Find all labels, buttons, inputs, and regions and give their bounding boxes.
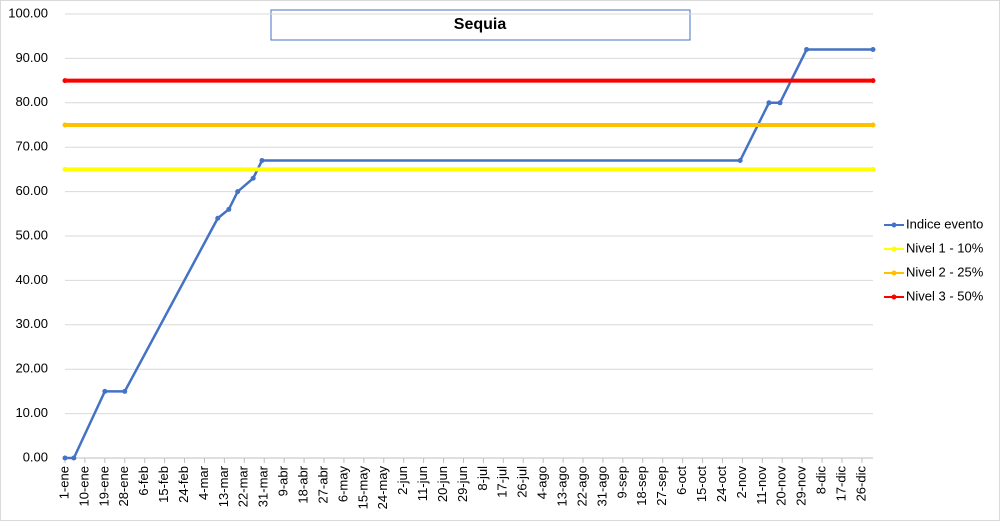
y-tick-label: 70.00 [15, 139, 48, 154]
y-tick-label: 20.00 [15, 361, 48, 376]
y-tick-label: 40.00 [15, 272, 48, 287]
x-tick-label: 18-abr [296, 465, 311, 503]
series-marker [71, 455, 77, 461]
x-tick-label: 24-may [375, 466, 390, 510]
x-tick-label: 29-jun [455, 466, 470, 502]
x-tick-label: 2-jun [395, 466, 410, 495]
series-marker [250, 175, 256, 181]
x-tick-label: 27-abr [315, 465, 330, 503]
x-tick-label: 20-jun [435, 466, 450, 502]
y-tick-label: 100.00 [8, 5, 48, 20]
x-tick-label: 4-ago [535, 466, 550, 499]
x-tick-label: 15-may [355, 466, 370, 510]
legend-marker [891, 270, 897, 276]
x-tick-label: 24-oct [714, 466, 729, 503]
x-tick-label: 26-dic [853, 466, 868, 502]
x-tick-label: 19-ene [96, 466, 111, 506]
legend-marker [891, 294, 897, 300]
y-tick-label: 10.00 [15, 405, 48, 420]
x-tick-label: 9-abr [276, 465, 291, 496]
x-tick-label: 17-jul [495, 466, 510, 498]
x-tick-label: 28-ene [116, 466, 131, 506]
legend-label: Nivel 3 - 50% [906, 288, 984, 303]
y-tick-label: 80.00 [15, 94, 48, 109]
x-tick-label: 15-oct [694, 466, 709, 503]
x-tick-label: 31-mar [256, 465, 271, 507]
series-marker [62, 455, 68, 461]
x-tick-label: 10-ene [76, 466, 91, 506]
y-tick-label: 0.00 [23, 449, 48, 464]
x-tick-label: 26-jul [515, 466, 530, 498]
x-tick-label: 27-sep [654, 466, 669, 506]
y-tick-label: 60.00 [15, 183, 48, 198]
series-marker [777, 100, 783, 106]
x-tick-label: 22-mar [236, 465, 251, 507]
series-marker [62, 166, 68, 172]
legend-marker [891, 222, 897, 228]
x-tick-label: 8-jul [475, 466, 490, 491]
series-marker [870, 78, 876, 84]
series-marker [235, 189, 241, 195]
legend-label: Indice evento [906, 216, 983, 231]
x-tick-label: 9-sep [614, 466, 629, 499]
x-tick-label: 29-nov [794, 466, 809, 506]
x-tick-label: 20-nov [774, 466, 789, 506]
x-tick-label: 2-nov [734, 466, 749, 499]
x-tick-label: 13-mar [216, 465, 231, 507]
series-marker [62, 78, 68, 84]
series-marker [122, 388, 128, 394]
y-tick-label: 30.00 [15, 316, 48, 331]
chart-title: Sequia [454, 16, 507, 33]
x-tick-label: 22-ago [574, 466, 589, 506]
x-tick-label: 1-ene [56, 466, 71, 499]
series-marker [62, 122, 68, 128]
x-tick-label: 11-nov [754, 466, 769, 505]
x-tick-label: 6-may [335, 466, 350, 503]
legend-label: Nivel 2 - 25% [906, 264, 984, 279]
x-tick-label: 24-feb [176, 466, 191, 503]
legend-marker [891, 246, 897, 252]
series-marker [102, 388, 108, 394]
x-tick-label: 6-feb [136, 466, 151, 496]
series-marker [870, 122, 876, 128]
x-tick-label: 15-feb [156, 466, 171, 503]
series-marker [259, 158, 265, 164]
x-tick-label: 13-ago [555, 466, 570, 506]
series-marker [737, 158, 743, 164]
x-tick-label: 18-sep [634, 466, 649, 506]
title-box [270, 9, 691, 41]
series-marker [766, 100, 772, 106]
series-marker [215, 215, 221, 221]
x-tick-label: 8-dic [814, 466, 829, 495]
series-marker [226, 206, 232, 212]
series-marker [870, 166, 876, 172]
x-tick-label: 4-mar [196, 465, 211, 500]
x-tick-label: 11-jun [415, 466, 430, 501]
x-tick-label: 6-oct [674, 466, 689, 495]
series-marker [870, 47, 876, 53]
y-tick-label: 50.00 [15, 227, 48, 242]
y-tick-label: 90.00 [15, 50, 48, 65]
x-tick-label: 17-dic [833, 466, 848, 502]
x-tick-label: 31-ago [594, 466, 609, 506]
legend-label: Nivel 1 - 10% [906, 240, 984, 255]
series-marker [804, 47, 810, 53]
